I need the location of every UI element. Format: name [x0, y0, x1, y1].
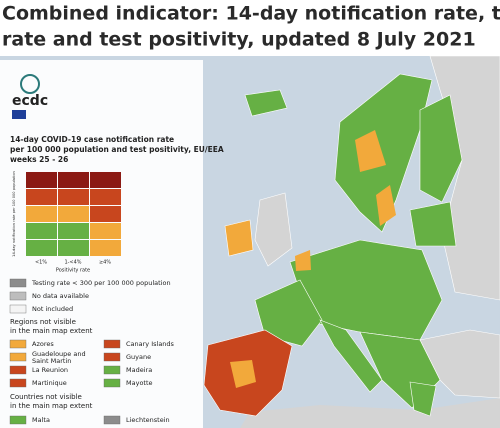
swatch [9, 278, 27, 288]
region-orange [230, 360, 256, 388]
swatch [9, 304, 27, 314]
matrix-cell [26, 206, 57, 222]
legend-label: Martinique [32, 379, 67, 387]
swatch [103, 415, 121, 425]
greece [409, 381, 437, 417]
legend-title: 14-day COVID-19 case notification rate [10, 135, 174, 144]
title-line: rate and test positivity, updated 8 July… [2, 29, 476, 51]
region-orange [355, 130, 386, 172]
logo-text: ecdc [12, 93, 48, 109]
matrix-cell [90, 206, 121, 222]
matrix-cell [58, 172, 89, 188]
y-axis-label: 14-day notification rate per 100 000 pop… [12, 171, 16, 257]
swatch [9, 339, 27, 349]
matrix-cell [58, 240, 89, 256]
ireland [224, 219, 254, 257]
swatch [103, 378, 121, 388]
matrix-cell [58, 223, 89, 239]
iceland [244, 89, 288, 117]
italy [319, 319, 383, 393]
matrix-cell [90, 172, 121, 188]
matrix-cell [90, 223, 121, 239]
x-tick-label: <1% [35, 260, 47, 266]
legend-label: Guyane [126, 353, 151, 361]
legend-label: La Reunion [32, 366, 68, 374]
matrix-cell [90, 189, 121, 205]
section-title: in the main map extent [10, 402, 93, 410]
swatch [103, 365, 121, 375]
section-title: Countries not visible [10, 393, 82, 401]
legend-title: per 100 000 population and test positivi… [10, 145, 224, 154]
region-orange [376, 185, 396, 226]
logo-mark [20, 74, 40, 94]
matrix-cell [58, 206, 89, 222]
section-title: Regions not visible [10, 318, 76, 326]
swatch [9, 365, 27, 375]
swatch [103, 352, 121, 362]
swatch [9, 415, 27, 425]
swatch [9, 378, 27, 388]
regions: Azores Canary Islands Guadeloupe and Saint … [9, 339, 175, 388]
legend-label: Testing rate < 300 per 100 000 populatio… [31, 279, 171, 287]
legend-label: Azores [32, 340, 54, 348]
countries: Malta Liechtenstein [9, 415, 170, 425]
legend-label: Guadeloupe and Saint Martin [32, 350, 86, 365]
section-title: in the main map extent [10, 327, 93, 335]
baltics [409, 201, 457, 247]
matrix-cell [26, 172, 57, 188]
non-eu-land [240, 398, 500, 428]
matrix-cell [26, 240, 57, 256]
legend-label: Not included [32, 305, 73, 313]
netherlands [295, 250, 311, 271]
legend-label: Liechtenstein [126, 416, 170, 424]
matrix-cell [90, 240, 121, 256]
finland [419, 94, 463, 203]
swatch [9, 352, 27, 362]
matrix-cell [26, 189, 57, 205]
scandinavia [334, 73, 433, 233]
swatch [9, 291, 27, 301]
matrix-cell [26, 223, 57, 239]
matrix-cell [58, 189, 89, 205]
uk [254, 192, 293, 267]
legend-label: Madeira [126, 366, 152, 374]
legend-label: No data available [32, 292, 89, 300]
title-line: Combined indicator: 14-day notification … [2, 3, 500, 25]
logo: ecdc [12, 74, 48, 119]
legend-label: Canary Islands [126, 340, 175, 348]
swatch [103, 339, 121, 349]
legend-label: Mayotte [126, 379, 153, 387]
x-axis-label: Positivity rate [56, 268, 90, 274]
france [254, 279, 323, 347]
matrix [26, 172, 121, 256]
legend-label: Malta [32, 416, 50, 424]
x-tick-label: ≥4% [99, 260, 111, 266]
eu-flag [12, 110, 26, 119]
legend-title: weeks 25 - 26 [10, 155, 68, 164]
x-tick-label: 1-<4% [64, 260, 81, 266]
